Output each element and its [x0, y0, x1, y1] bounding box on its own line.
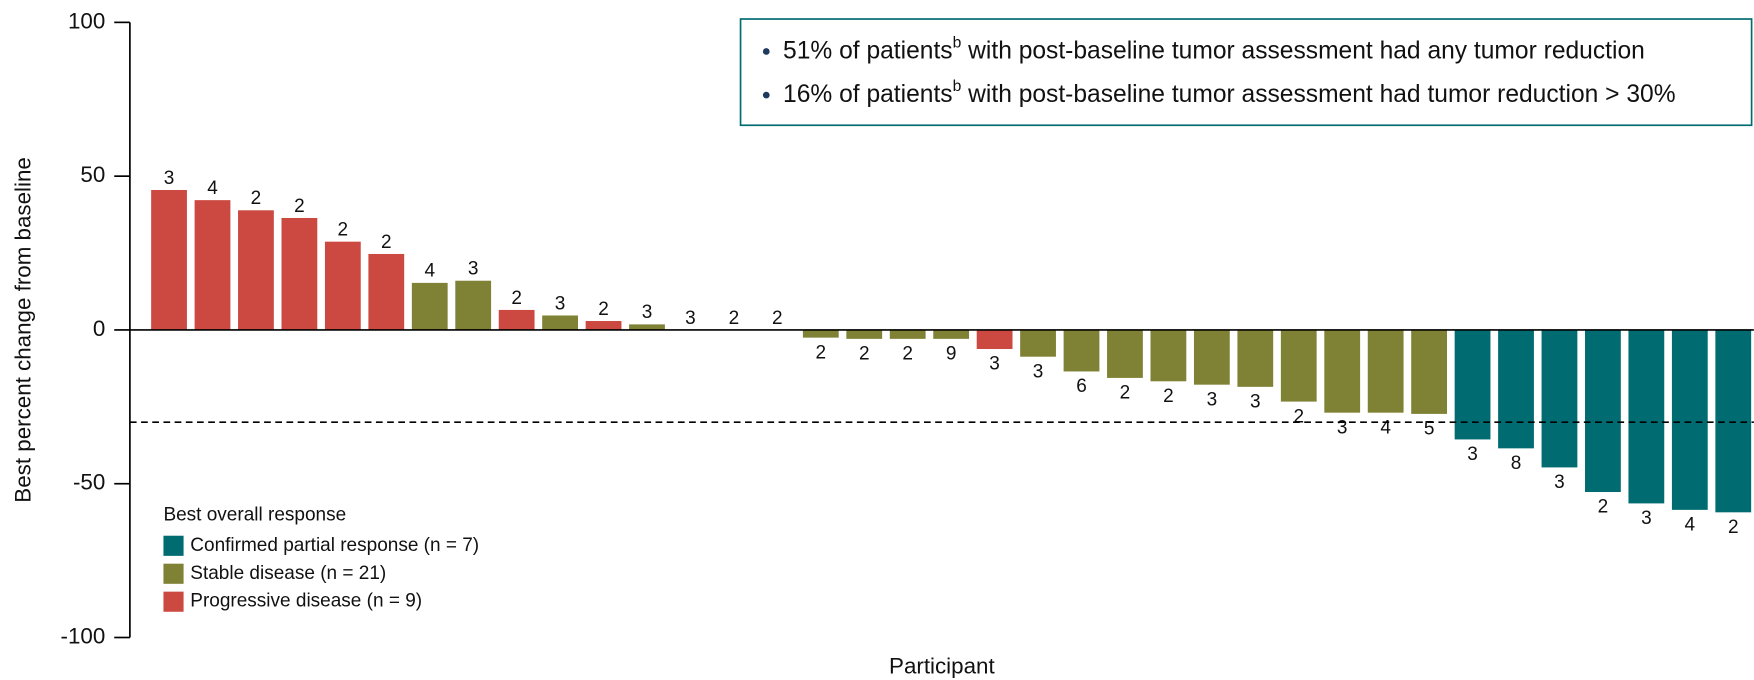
- bar-label: 2: [1598, 497, 1609, 518]
- bar: [1107, 329, 1143, 378]
- legend-swatch: [163, 535, 184, 556]
- note-text: 51% of patients: [783, 37, 953, 64]
- bar-label: 2: [251, 188, 262, 209]
- bar-label: 3: [642, 302, 653, 323]
- bar-label: 4: [1380, 417, 1391, 438]
- bullet: [762, 48, 770, 55]
- bar: [1498, 329, 1534, 449]
- bar-label: 3: [1554, 472, 1565, 493]
- bar: [1671, 329, 1708, 510]
- bar-label: 3: [555, 293, 566, 314]
- bar: [802, 329, 839, 338]
- bar-label: 2: [511, 288, 522, 309]
- bar: [1715, 329, 1752, 513]
- bar-label: 2: [294, 196, 305, 217]
- bar-label: 2: [598, 299, 609, 320]
- note-box: [739, 18, 1753, 127]
- bar-label: 4: [1685, 515, 1696, 536]
- bar: [1150, 329, 1187, 382]
- bar-label: 3: [1250, 392, 1261, 413]
- bar-label: 6: [1076, 376, 1087, 397]
- bar-label: 5: [1424, 419, 1435, 440]
- bar: [368, 253, 405, 330]
- note-text: with post-baseline tumor assessment had …: [961, 37, 1644, 64]
- bar-label: 2: [1120, 383, 1131, 404]
- bar: [1585, 329, 1621, 493]
- bar: [629, 324, 665, 330]
- bar-label: 3: [989, 354, 1000, 375]
- bar: [585, 321, 622, 330]
- bar-label: 3: [1033, 361, 1044, 382]
- bar: [1411, 329, 1448, 414]
- legend-label: Stable disease (n = 21): [190, 563, 386, 584]
- bar: [1454, 329, 1491, 440]
- legend-label: Progressive disease (n = 9): [190, 591, 422, 612]
- bar: [933, 329, 970, 339]
- bar: [1193, 329, 1230, 385]
- note-text: with post-baseline tumor assessment had …: [961, 81, 1675, 108]
- bar: [281, 217, 318, 330]
- bar-label: 2: [859, 344, 870, 365]
- y-tick-label: 100: [68, 8, 105, 33]
- bar-label: 2: [381, 232, 392, 253]
- bar-label: 2: [729, 308, 740, 329]
- note: 51% of patientsb with post-baseline tumo…: [783, 35, 1645, 64]
- note-superscript: b: [953, 35, 962, 52]
- bar-label: 3: [1467, 444, 1478, 465]
- note-text: 16% of patients: [783, 81, 953, 108]
- y-tick-label: -100: [61, 623, 106, 648]
- bar-label: 3: [164, 168, 175, 189]
- y-tick-label: -50: [73, 470, 105, 495]
- bar: [542, 315, 578, 330]
- bar-label: 2: [902, 344, 913, 365]
- legend-title: Best overall response: [163, 505, 346, 526]
- bar-label: 2: [772, 308, 783, 329]
- bar-label: 2: [338, 219, 349, 240]
- legend-swatch: [163, 591, 184, 612]
- bar-label: 2: [816, 342, 827, 363]
- x-axis-label: Participant: [889, 654, 995, 679]
- bar: [1280, 329, 1317, 402]
- note-superscript: b: [953, 78, 962, 95]
- note: 16% of patientsb with post-baseline tumo…: [783, 78, 1676, 107]
- bar: [498, 309, 535, 330]
- bar: [1541, 329, 1578, 468]
- bar-label: 3: [1207, 389, 1218, 410]
- bar: [194, 200, 231, 330]
- y-tick-label: 0: [93, 316, 105, 341]
- bar: [411, 282, 448, 330]
- bullet: [762, 91, 770, 99]
- bar: [1020, 329, 1056, 357]
- legend-label: Confirmed partial response (n = 7): [190, 535, 479, 556]
- bar-label: 3: [1337, 417, 1348, 438]
- bar-label: 2: [1293, 406, 1304, 427]
- bar: [151, 189, 187, 330]
- bar-label: 3: [468, 259, 479, 280]
- y-axis-label: Best percent change from baseline: [11, 157, 36, 503]
- bar: [1063, 329, 1100, 372]
- bar: [1237, 329, 1274, 387]
- bar: [324, 241, 361, 330]
- y-tick-label: 50: [80, 162, 105, 187]
- bar-label: 4: [207, 178, 218, 199]
- bar: [1367, 329, 1404, 413]
- bar-label: 2: [1728, 517, 1739, 538]
- bar: [976, 329, 1013, 350]
- bar-label: 4: [424, 261, 435, 282]
- bar: [455, 280, 492, 330]
- legend-swatch: [163, 563, 184, 584]
- bar: [238, 210, 274, 330]
- bar: [889, 329, 926, 339]
- bar-label: 3: [1641, 508, 1652, 529]
- bar: [846, 329, 883, 339]
- bar: [1324, 329, 1361, 413]
- bar-label: 2: [1163, 386, 1174, 407]
- bar-label: 9: [946, 344, 957, 365]
- bar-label: 8: [1511, 453, 1522, 474]
- bar-label: 3: [685, 308, 696, 329]
- bar: [1628, 329, 1665, 504]
